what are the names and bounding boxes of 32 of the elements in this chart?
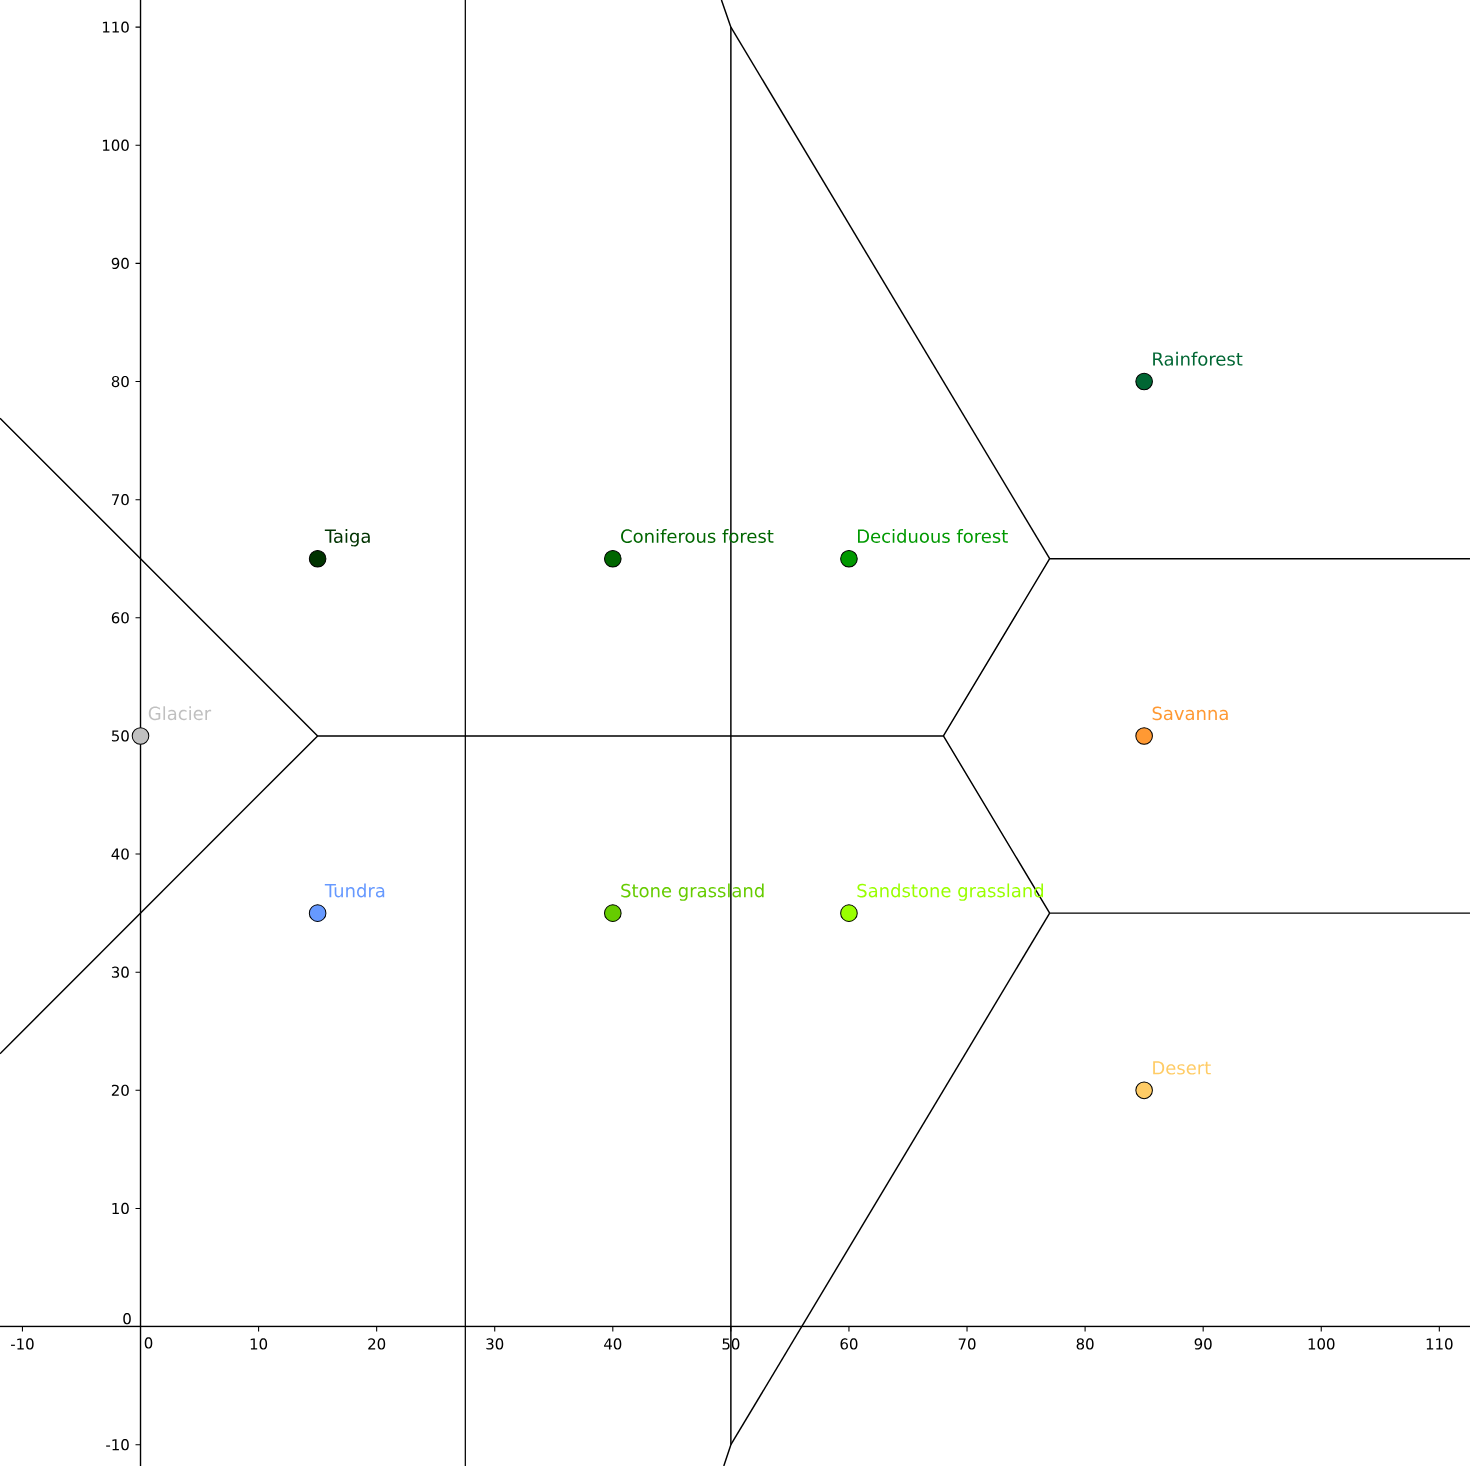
y-tick-label: 30 (111, 966, 129, 978)
y-tick-label: 40 (111, 848, 129, 860)
x-tick-label: 80 (1076, 1338, 1094, 1350)
y-tick-label: 90 (111, 257, 129, 270)
series-label: Glacier (148, 706, 212, 721)
y-tick-label: 60 (111, 612, 129, 624)
x-tick-label: -10 (10, 1338, 34, 1350)
x-tick-label: 100 (1308, 1338, 1335, 1350)
y-tick-label: 20 (111, 1084, 129, 1096)
x-tick-label: 10 (250, 1338, 268, 1350)
x-tick-label: 30 (486, 1338, 504, 1350)
y-tick-label: 50 (111, 730, 129, 742)
series-label: Rainforest (1153, 351, 1243, 366)
x-tick-label: 0 (144, 1337, 153, 1349)
y-tick-label: 70 (112, 494, 129, 506)
x-tick-label: 110 (1426, 1338, 1453, 1350)
x-tick-label: 90 (1194, 1338, 1212, 1350)
y-tick-label: 110 (102, 21, 129, 33)
series-label: Taiga (324, 529, 370, 547)
y-tick-label: 100 (102, 139, 129, 151)
series-label: Deciduous forest (858, 529, 1008, 543)
x-tick-label: 70 (958, 1338, 976, 1350)
y-tick-label: 80 (111, 375, 129, 388)
series-label: Savanna (1152, 706, 1228, 721)
series-label: Desert (1153, 1061, 1211, 1075)
series-label: Tundra (324, 883, 385, 898)
x-tick-label: 60 (840, 1338, 858, 1350)
x-tick-label: 40 (604, 1338, 622, 1350)
y-tick-label: 10 (112, 1202, 129, 1215)
y-tick-label: 0 (123, 1313, 131, 1325)
y-tick-label: -10 (106, 1439, 129, 1451)
x-tick-label: 20 (368, 1338, 386, 1350)
